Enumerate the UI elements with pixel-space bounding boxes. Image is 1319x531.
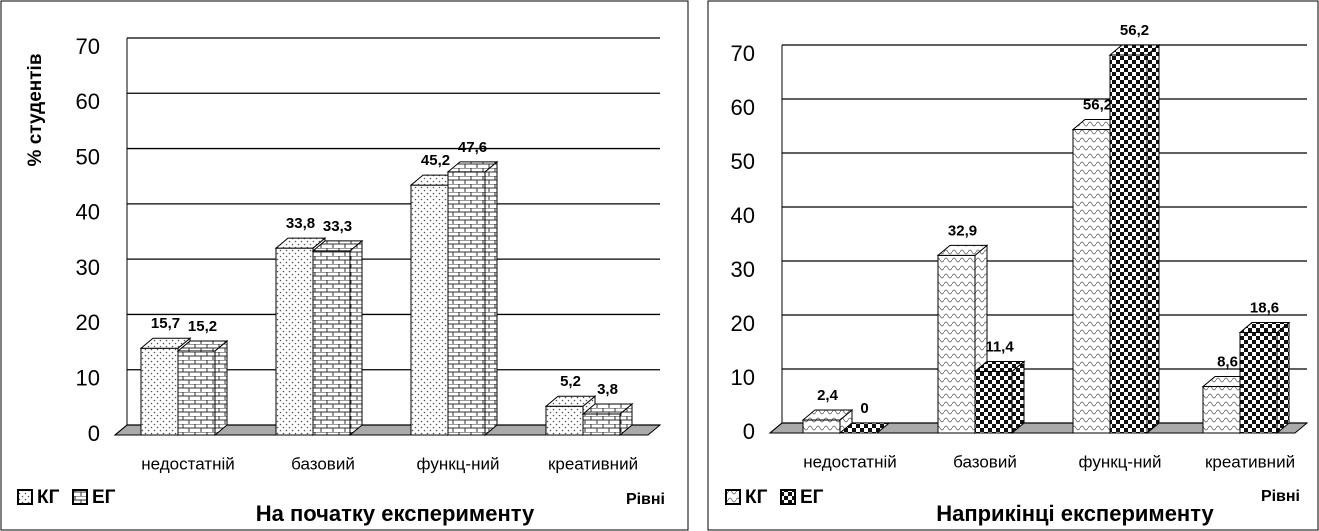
- chart-title: Наприкінці експерименту: [936, 501, 1214, 526]
- legend-swatch: [72, 489, 88, 505]
- x-tick-label: креативний: [1205, 452, 1295, 471]
- value-label: 45,2: [421, 152, 450, 169]
- legend-swatch: [780, 489, 796, 505]
- legend-swatch: [725, 489, 741, 505]
- bar-front: [1202, 386, 1241, 434]
- y-axis-label: % студентів: [25, 54, 46, 167]
- bar-top: [446, 161, 499, 173]
- bar-front: [275, 247, 314, 436]
- bar-top: [139, 337, 192, 349]
- bar-top: [936, 244, 989, 256]
- value-label: 3,8: [597, 381, 618, 398]
- x-tick-label: базовий: [291, 454, 355, 473]
- bar-front: [974, 370, 1013, 434]
- bar-side: [214, 339, 228, 437]
- bar-side: [349, 239, 363, 437]
- y-tick-label: 40: [731, 203, 755, 228]
- bar-front: [802, 419, 841, 434]
- x-tick-label: недостатній: [141, 454, 234, 473]
- y-tick-label: 10: [76, 366, 100, 391]
- bar-top: [1238, 322, 1291, 334]
- value-label: 0: [860, 400, 868, 417]
- bar-side: [1146, 43, 1160, 435]
- x-tick-label: функц-ний: [1079, 452, 1162, 471]
- legend-label: КГ: [745, 487, 768, 508]
- legend-label: ЕГ: [800, 487, 824, 508]
- value-label: 32,9: [948, 222, 977, 239]
- value-label: 56,2: [1083, 96, 1112, 113]
- value-label: 47,6: [458, 139, 487, 156]
- value-label: 8,6: [1217, 354, 1238, 371]
- y-axis: [769, 422, 783, 434]
- legend-swatch: [17, 489, 33, 505]
- bar-front: [140, 347, 179, 436]
- chart-title: На початку експерименту: [256, 501, 535, 526]
- x-tick-label: базовий: [953, 452, 1017, 471]
- x-axis-label: Рівні: [626, 491, 665, 508]
- x-tick-label: креативний: [548, 454, 638, 473]
- y-tick-label: 70: [731, 41, 755, 66]
- value-label: 5,2: [560, 373, 581, 390]
- bar-side: [1011, 360, 1025, 435]
- bar-top: [838, 422, 891, 434]
- x-axis-label: Рівні: [1261, 488, 1300, 505]
- bar-top: [801, 409, 854, 421]
- value-label: 56,2: [1120, 22, 1149, 39]
- x-tick-label: недостатній: [803, 452, 896, 471]
- bar-top: [176, 340, 229, 352]
- bar-top: [581, 403, 634, 415]
- value-label: 33,8: [286, 215, 315, 232]
- y-tick-label: 30: [76, 255, 100, 280]
- bar-front: [582, 413, 621, 436]
- x-tick-label: функц-ний: [417, 454, 500, 473]
- bar-top: [973, 360, 1026, 372]
- y-tick-label: 60: [76, 89, 100, 114]
- bar-front: [447, 171, 486, 436]
- bar-front: [545, 405, 584, 436]
- legend-label: ЕГ: [92, 487, 116, 508]
- bar-top: [1108, 44, 1161, 56]
- bar-top: [311, 240, 364, 252]
- y-tick-label: 40: [76, 200, 100, 225]
- bar-front: [177, 350, 216, 436]
- y-axis: [114, 424, 128, 436]
- y-tick-label: 70: [76, 34, 100, 59]
- y-tick-label: 30: [731, 257, 755, 282]
- frame: [707, 0, 1319, 531]
- value-label: 15,7: [151, 315, 180, 332]
- bar-side: [484, 160, 498, 437]
- value-label: 33,3: [323, 218, 352, 235]
- bar-top: [544, 395, 597, 407]
- legend-label: КГ: [37, 487, 60, 508]
- bar-front: [1239, 332, 1278, 434]
- bar-front: [312, 250, 351, 436]
- value-label: 2,4: [817, 387, 839, 404]
- y-tick-label: 10: [731, 365, 755, 390]
- y-tick-label: 50: [76, 144, 100, 169]
- bar-front: [410, 184, 449, 436]
- y-tick-label: 0: [743, 419, 755, 444]
- value-label: 15,2: [188, 318, 217, 335]
- bar-top: [274, 237, 327, 249]
- bar-front: [937, 254, 976, 434]
- y-tick-label: 0: [88, 421, 100, 446]
- value-label: 11,4: [985, 338, 1014, 355]
- y-tick-label: 50: [731, 149, 755, 174]
- bar-front: [1072, 129, 1111, 434]
- frame: [0, 0, 689, 531]
- value-label: 18,6: [1250, 300, 1279, 317]
- y-tick-label: 20: [731, 311, 755, 336]
- y-tick-label: 20: [76, 310, 100, 335]
- bar-front: [1109, 54, 1148, 434]
- y-tick-label: 60: [731, 95, 755, 120]
- bar-side: [1276, 321, 1290, 435]
